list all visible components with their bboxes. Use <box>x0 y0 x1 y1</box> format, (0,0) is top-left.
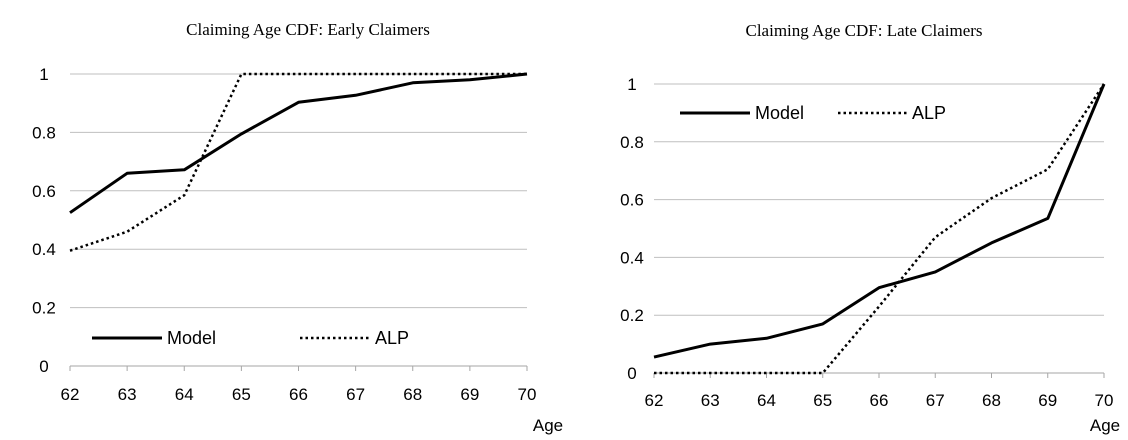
x-tick-label: 64 <box>757 391 776 410</box>
x-tick-label: 65 <box>232 385 251 404</box>
y-tick-label: 0.2 <box>32 299 56 318</box>
x-tick-label: 65 <box>813 391 832 410</box>
x-tick-label: 70 <box>1095 391 1114 410</box>
x-tick-label: 68 <box>982 391 1001 410</box>
x-tick-label: 69 <box>460 385 479 404</box>
x-tick-label: 63 <box>118 385 137 404</box>
chart-late-claimers: Claiming Age CDF: Late Claimers 0 0.2 0.4 0.… <box>620 21 1120 435</box>
y-tick-label: 0.8 <box>620 133 644 152</box>
series-line-model <box>70 74 527 213</box>
legend-label-model: Model <box>167 328 216 348</box>
x-tick-label: 62 <box>645 391 664 410</box>
y-tick-label: 1 <box>39 65 48 84</box>
y-tick-label: 0 <box>39 357 48 376</box>
x-tick-label: 66 <box>870 391 889 410</box>
series-line-alp <box>70 74 527 251</box>
x-tick-label: 70 <box>518 385 537 404</box>
y-tick-label: 0 <box>627 364 636 383</box>
y-tick-label: 0.2 <box>620 306 644 325</box>
legend: Model ALP <box>92 328 409 348</box>
x-tick-label: 63 <box>701 391 720 410</box>
x-tick-label: 64 <box>175 385 194 404</box>
series-line-alp <box>654 84 1104 373</box>
legend-label-alp: ALP <box>375 328 409 348</box>
x-axis-label: Age <box>533 416 563 435</box>
chart-title: Claiming Age CDF: Early Claimers <box>186 20 430 39</box>
y-tick-label: 0.6 <box>32 182 56 201</box>
y-tick-label: 1 <box>627 75 636 94</box>
x-tick-label: 69 <box>1038 391 1057 410</box>
x-tick-label: 67 <box>346 385 365 404</box>
x-tick-label: 68 <box>403 385 422 404</box>
series-line-model <box>654 84 1104 357</box>
legend: Model ALP <box>680 103 946 123</box>
x-axis-label: Age <box>1090 416 1120 435</box>
x-tick-label: 67 <box>926 391 945 410</box>
y-tick-label: 0.6 <box>620 191 644 210</box>
legend-label-alp: ALP <box>912 103 946 123</box>
chart-title: Claiming Age CDF: Late Claimers <box>745 21 982 40</box>
x-tick-label: 66 <box>289 385 308 404</box>
legend-label-model: Model <box>755 103 804 123</box>
y-tick-label: 0.4 <box>620 248 644 267</box>
y-tick-label: 0.4 <box>32 240 56 259</box>
y-tick-label: 0.8 <box>32 123 56 142</box>
chart-early-claimers: Claiming Age CDF: Early Claimers 0 0.2 0.4 0… <box>32 20 563 435</box>
x-tick-label: 62 <box>61 385 80 404</box>
